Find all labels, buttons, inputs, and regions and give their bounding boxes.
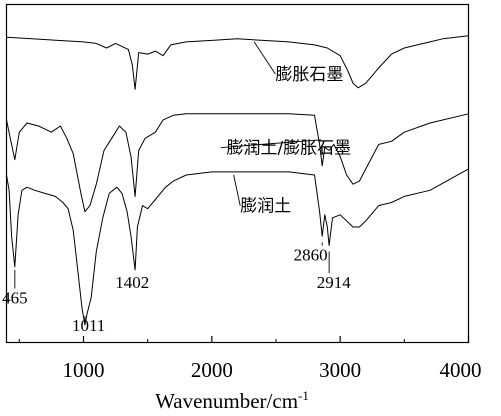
- annotation-leader-line: [233, 174, 241, 206]
- series-label: 膨润土: [240, 197, 291, 217]
- x-axis: 1000 2000 3000 4000: [18, 336, 482, 382]
- annotation-leader-line: [220, 139, 321, 149]
- peak-label: 1402: [115, 273, 149, 292]
- x-axis-label-superscript: -1: [298, 388, 309, 403]
- annotation-leader-line: [253, 41, 276, 75]
- plot-frame: [5, 3, 470, 344]
- peak-label: 2914: [317, 273, 352, 292]
- series-layer: [6, 35, 469, 326]
- x-axis-label-text: Wavenumber/cm: [155, 389, 298, 413]
- peak-label: 2860: [294, 246, 328, 265]
- x-tick-label: 3000: [319, 358, 361, 382]
- series-line-bentonite-expanded-graphite: [6, 113, 469, 213]
- series-line-expanded-graphite: [6, 35, 469, 90]
- x-axis-label: Wavenumber/cm-1: [155, 388, 309, 413]
- x-tick-label: 2000: [191, 358, 233, 382]
- x-tick-label: 4000: [440, 358, 482, 382]
- series-line-bentonite: [6, 168, 469, 326]
- series-label: 膨胀石墨: [275, 65, 343, 85]
- peak-label: 1011: [72, 316, 105, 335]
- series-label: 膨润土/膨胀石墨: [226, 139, 351, 159]
- peak-label: 465: [2, 289, 28, 308]
- x-tick-label: 1000: [63, 358, 105, 382]
